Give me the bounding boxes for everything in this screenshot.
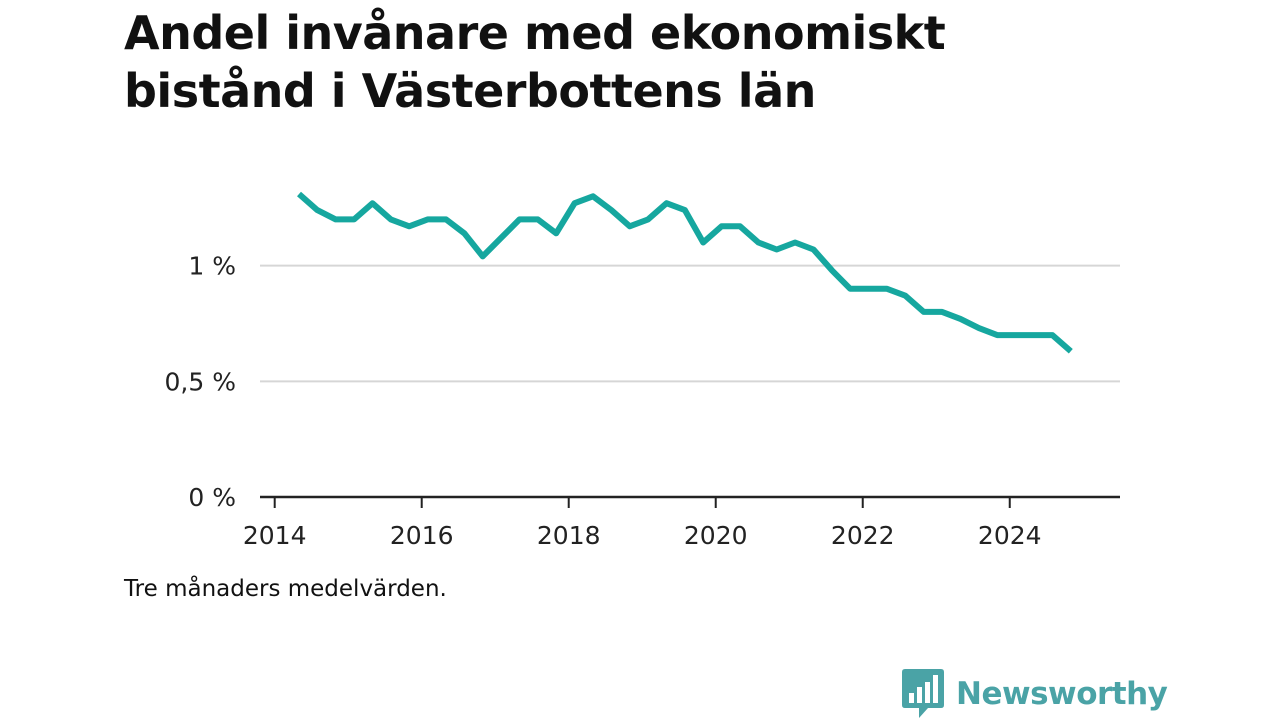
x-tick-label: 2024 [978, 521, 1042, 550]
series-layer [297, 191, 1073, 354]
brand-name: Newsworthy [956, 676, 1168, 712]
logo-bar [925, 682, 930, 703]
y-tick-label: 0,5 % [165, 367, 236, 396]
x-tick-label: 2014 [243, 521, 307, 550]
y-tick-label: 1 % [188, 252, 236, 281]
x-tick-label: 2022 [831, 521, 895, 550]
newsworthy-logo-icon [902, 669, 944, 718]
brand-logo: Newsworthy [902, 668, 1168, 720]
chart-title: Andel invånare med ekonomiskt bistånd i … [124, 6, 946, 118]
series-line [297, 191, 1073, 354]
x-tick-label: 2018 [537, 521, 601, 550]
grid-lines [260, 264, 1120, 383]
logo-bar [933, 675, 938, 703]
x-tick-label: 2020 [684, 521, 748, 550]
tick-labels: 0 % 0,5 % 1 % 2014 2016 2018 2020 2022 2024 [165, 252, 1042, 550]
logo-bar [909, 693, 914, 703]
x-axis [260, 495, 1120, 508]
chart-footnote: Tre månaders medelvärden. [124, 576, 447, 602]
logo-bar [917, 687, 922, 703]
y-tick-label: 0 % [188, 483, 236, 512]
x-tick-label: 2016 [390, 521, 454, 550]
